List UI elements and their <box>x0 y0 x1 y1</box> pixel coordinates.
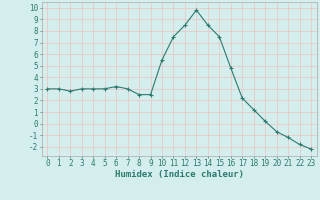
X-axis label: Humidex (Indice chaleur): Humidex (Indice chaleur) <box>115 170 244 179</box>
